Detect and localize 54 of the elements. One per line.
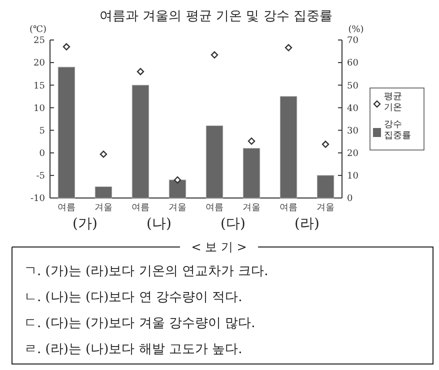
y2-tick-label: 20 xyxy=(347,149,359,160)
x-tick-label: 여름 xyxy=(280,203,298,213)
bar xyxy=(168,180,186,198)
text: ㄱ. (가)는 (라)보다 기온의 연교차가 크다. xyxy=(24,264,268,279)
point xyxy=(136,68,144,76)
point xyxy=(284,44,292,52)
y2-tick-label: 30 xyxy=(347,126,359,136)
x-tick-label: 겨울 xyxy=(242,203,261,213)
text: ㄹ. (라)는 (나)보다 해발 고도가 높다. xyxy=(24,342,242,357)
bar xyxy=(280,96,298,198)
x-tick-label: 겨울 xyxy=(94,203,112,213)
text: (가) xyxy=(72,216,98,232)
y2-tick-label: 10 xyxy=(347,172,359,182)
y-tick-label: -10 xyxy=(30,194,46,204)
point xyxy=(210,51,218,58)
y-tick-label: 0 xyxy=(39,149,46,160)
text: (나) xyxy=(146,216,172,232)
y2-tick-label: 70 xyxy=(347,36,359,46)
y2-tick-label: 50 xyxy=(347,81,359,92)
point xyxy=(100,150,108,158)
point xyxy=(248,138,256,145)
text: (다) xyxy=(220,216,246,232)
y-tick-label: 20 xyxy=(34,58,46,69)
y-axis-title: (℃) xyxy=(29,25,47,35)
x-tick-label: 여름 xyxy=(206,203,224,213)
y2-tick-label: 0 xyxy=(347,194,353,204)
bar xyxy=(94,186,112,198)
text: < 보 기 > xyxy=(191,240,247,254)
bar xyxy=(132,84,150,198)
y2-tick-label: 60 xyxy=(347,58,359,69)
text: ㄷ. (다)는 (가)보다 겨울 강수량이 많다. xyxy=(24,316,256,331)
x-tick-label: 겨울 xyxy=(168,203,186,213)
bar xyxy=(58,66,76,198)
x-tick-label: 여름 xyxy=(57,203,76,213)
bar xyxy=(206,126,224,198)
text: ㄴ. (나)는 (다)보다 연 강수량이 적다. xyxy=(24,290,242,305)
chart-title: 여름과 겨울의 평균 기온 및 강수 집중률 xyxy=(100,9,332,24)
x-tick-label: 여름 xyxy=(131,203,150,213)
y2-axis-title: (%) xyxy=(348,25,364,35)
point xyxy=(322,140,330,148)
x-tick-label: 겨울 xyxy=(316,203,335,213)
bar xyxy=(242,148,260,198)
y2-tick-label: 40 xyxy=(347,104,359,114)
bar xyxy=(316,175,334,198)
y-tick-label: -5 xyxy=(36,172,46,182)
y-tick-label: 5 xyxy=(39,126,46,136)
y-tick-label: 25 xyxy=(34,36,46,46)
point xyxy=(174,176,182,184)
y-tick-label: 15 xyxy=(34,81,46,92)
legend-label: 강수 집중률 xyxy=(384,120,411,141)
point xyxy=(62,43,70,50)
legend-label: 평균 기온 xyxy=(384,92,402,113)
y-tick-label: 10 xyxy=(34,104,46,114)
text: (라) xyxy=(294,216,320,232)
